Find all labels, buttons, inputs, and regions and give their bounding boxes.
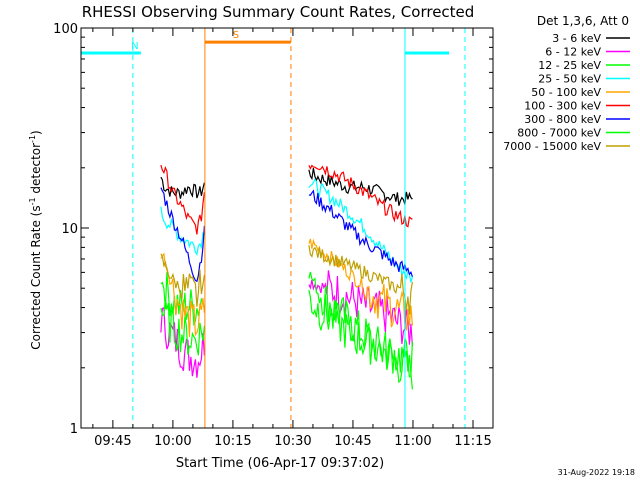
footer-timestamp: 31-Aug-2022 19:18 bbox=[558, 468, 635, 477]
x-axis-label: Start Time (06-Apr-17 09:37:02) bbox=[176, 456, 384, 471]
chart-title: RHESSI Observing Summary Count Rates, Co… bbox=[82, 3, 475, 21]
legend-label-4: 50 - 100 keV bbox=[531, 86, 601, 99]
legend-label-5: 100 - 300 keV bbox=[524, 100, 601, 113]
series-layer bbox=[160, 164, 413, 390]
x-tick-label: 11:00 bbox=[394, 434, 431, 449]
series-6 bbox=[160, 187, 413, 283]
series-6-segment-1 bbox=[308, 189, 413, 277]
flag-label-2: S bbox=[233, 30, 239, 41]
y-axis-label-part: ) bbox=[29, 130, 43, 135]
series-5-segment-0 bbox=[160, 164, 205, 235]
legend-label-7: 800 - 7000 keV bbox=[517, 127, 601, 140]
legend-label-1: 6 - 12 keV bbox=[545, 46, 601, 59]
series-5-segment-1 bbox=[308, 164, 413, 228]
series-0-segment-1 bbox=[308, 167, 413, 206]
legend-label-8: 7000 - 15000 keV bbox=[503, 140, 601, 153]
y-tick-label: 10 bbox=[61, 222, 78, 237]
y-tick-label: 1 bbox=[70, 422, 78, 437]
legend-label-2: 12 - 25 keV bbox=[538, 59, 601, 72]
x-tick-label: 10:15 bbox=[214, 434, 251, 449]
y-axis-label-part: Corrected Count Rate (s bbox=[29, 205, 43, 349]
series-7 bbox=[160, 289, 413, 378]
series-8-segment-0 bbox=[160, 253, 205, 307]
legend-label-3: 25 - 50 keV bbox=[538, 73, 601, 86]
series-0 bbox=[160, 167, 413, 206]
series-7-segment-0 bbox=[160, 298, 205, 356]
x-tick-label: 10:30 bbox=[274, 434, 311, 449]
series-1-segment-0 bbox=[160, 306, 205, 378]
series-6-segment-0 bbox=[160, 187, 205, 283]
y-axis-label-exponent: -1 bbox=[28, 197, 37, 205]
x-tick-label: 10:00 bbox=[154, 434, 191, 449]
series-8-segment-1 bbox=[308, 245, 413, 315]
series-7-segment-1 bbox=[308, 289, 413, 378]
flag-label-1: N bbox=[131, 41, 138, 52]
y-axis-label-part: detector bbox=[29, 143, 43, 198]
legend-title: Det 1,3,6, Att 0 bbox=[537, 14, 629, 28]
series-8 bbox=[160, 245, 413, 315]
y-axis-label: Corrected Count Rate (s-1 detector-1) bbox=[28, 130, 43, 349]
legend-label-6: 300 - 800 keV bbox=[524, 113, 601, 126]
series-0-segment-0 bbox=[160, 176, 205, 199]
x-tick-label: 09:45 bbox=[94, 434, 131, 449]
x-tick-label: 11:15 bbox=[454, 434, 491, 449]
y-tick-label: 100 bbox=[53, 22, 78, 37]
series-4-segment-1 bbox=[308, 238, 413, 332]
axis-layer: 1 10 100 09:45 10:00 10:15 10:30 10:45 11:00 11:1… bbox=[53, 22, 493, 449]
series-5 bbox=[160, 164, 413, 235]
x-tick-label: 10:45 bbox=[334, 434, 371, 449]
legend-label-0: 3 - 6 keV bbox=[552, 32, 601, 45]
y-axis-label-exponent: -1 bbox=[28, 135, 37, 143]
plot-frame bbox=[80, 27, 494, 429]
